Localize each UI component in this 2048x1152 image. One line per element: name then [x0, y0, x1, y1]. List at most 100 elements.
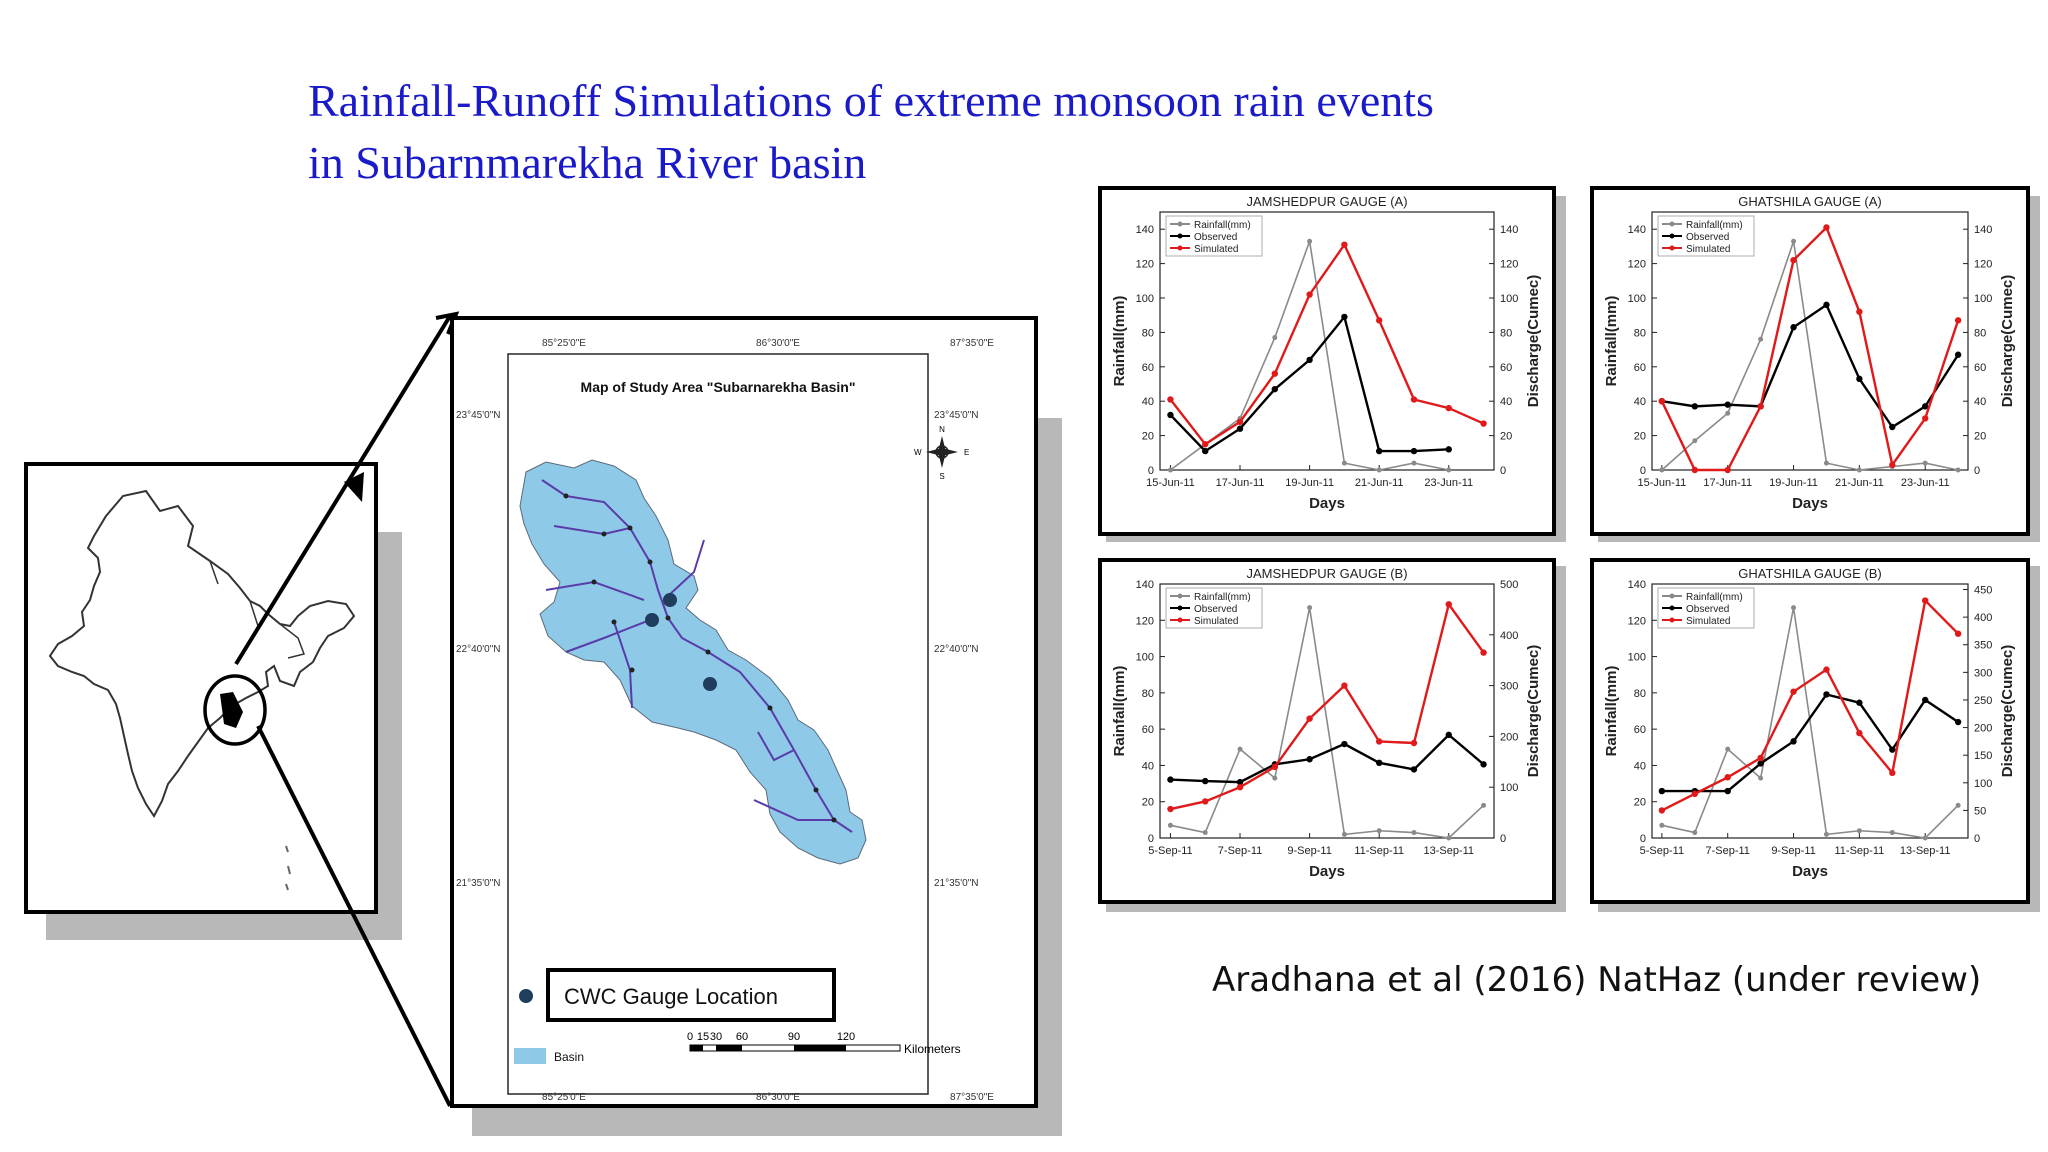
data-point [1307, 605, 1313, 611]
y2-tick-label: 0 [1500, 833, 1506, 845]
x-tick-label: 13-Sep-11 [1423, 845, 1474, 857]
y-tick-label: 140 [1628, 579, 1646, 591]
y-tick-label: 0 [1148, 465, 1154, 477]
data-point [1725, 746, 1731, 752]
data-point [1659, 822, 1665, 828]
data-point [1758, 775, 1764, 781]
data-point [1955, 802, 1961, 808]
series-line-simulated [1170, 601, 1485, 811]
legend-label: Rainfall(mm) [1686, 592, 1743, 603]
data-point [1757, 403, 1764, 410]
data-point [1445, 404, 1452, 412]
data-point [1202, 830, 1208, 836]
x-tick-label: 13-Sep-11 [1900, 845, 1951, 857]
lat-left-3: 21°35'0"N [456, 878, 501, 889]
lat-right-1: 23°45'0"N [934, 410, 979, 421]
data-point [1954, 317, 1962, 324]
data-point [1856, 467, 1862, 473]
data-point [1167, 776, 1174, 783]
x-tick-label: 21-Jun-11 [1835, 477, 1884, 489]
data-point [1954, 351, 1962, 358]
y-tick-label: 60 [1634, 362, 1646, 374]
y2-tick-label: 500 [1500, 579, 1518, 591]
legend-label: Observed [1194, 232, 1237, 243]
svg-text:120: 120 [837, 1031, 855, 1043]
legend-marker [1177, 617, 1183, 623]
data-point [1202, 777, 1209, 785]
x-axis-label: Days [1792, 495, 1828, 512]
state-lines [209, 560, 305, 659]
y2-tick-label: 0 [1500, 465, 1506, 477]
data-point [1480, 761, 1487, 768]
data-point [1889, 769, 1896, 777]
data-point [1790, 688, 1797, 695]
plot-area [1651, 583, 1969, 839]
data-point [1922, 696, 1929, 704]
data-point [1856, 308, 1863, 315]
data-point [1724, 774, 1731, 781]
data-point [1954, 718, 1962, 726]
data-point [1272, 335, 1278, 341]
data-point [1341, 682, 1348, 689]
y2-tick-label: 100 [1974, 293, 1992, 305]
chart-title: JAMSHEDPUR GAUGE (B) [1246, 566, 1407, 581]
data-point [1341, 740, 1348, 748]
svg-text:S: S [939, 472, 944, 481]
x-tick-label: 9-Sep-11 [1287, 845, 1331, 857]
data-point [1306, 291, 1313, 298]
svg-text:60: 60 [736, 1031, 748, 1043]
lon-bottom-1: 85°25'0"E [542, 1092, 586, 1103]
legend-marker [1669, 593, 1675, 599]
plot-area [1159, 211, 1495, 471]
data-point [1411, 830, 1417, 836]
gauge-markers [645, 593, 717, 691]
svg-text:Kilometers: Kilometers [904, 1042, 961, 1056]
x-tick-label: 5-Sep-11 [1148, 845, 1192, 857]
data-point [1823, 666, 1830, 673]
data-point [1856, 729, 1863, 737]
data-point [1856, 828, 1862, 834]
data-point [1757, 760, 1764, 767]
data-point [1758, 336, 1764, 342]
y2-tick-label: 300 [1974, 667, 1992, 679]
legend-marker [1669, 221, 1675, 227]
data-point [1411, 460, 1417, 466]
data-point [1889, 830, 1895, 836]
legend-marker [1177, 593, 1183, 599]
data-point [1480, 649, 1487, 656]
legend-marker [1177, 221, 1183, 227]
lat-right-3: 21°35'0"N [934, 878, 979, 889]
data-point [1306, 715, 1313, 722]
y-tick-label: 120 [1136, 259, 1154, 271]
legend-marker [1669, 617, 1675, 623]
data-point [1167, 822, 1173, 828]
data-point [1236, 778, 1244, 786]
chart-title: JAMSHEDPUR GAUGE (A) [1246, 194, 1407, 209]
data-point [1658, 787, 1666, 795]
lat-left-1: 23°45'0"N [456, 410, 501, 421]
series-line-simulated [1660, 225, 1960, 472]
y-tick-label: 40 [1142, 396, 1154, 408]
y-tick-label: 80 [1142, 327, 1154, 339]
y-tick-label: 80 [1142, 688, 1154, 700]
map-title: Map of Study Area "Subarnarekha Basin" [581, 379, 856, 395]
svg-text:30: 30 [710, 1031, 722, 1043]
data-point [1167, 805, 1174, 813]
data-point [1954, 630, 1962, 637]
y-tick-label: 60 [1634, 724, 1646, 736]
data-point [1658, 398, 1666, 405]
data-point [1791, 238, 1797, 244]
y2-tick-label: 150 [1974, 750, 1992, 762]
y2-tick-label: 250 [1974, 695, 1992, 707]
data-point [1271, 370, 1279, 377]
x-tick-label: 11-Sep-11 [1354, 845, 1404, 857]
y-tick-label: 40 [1142, 760, 1154, 772]
x-tick-label: 7-Sep-11 [1705, 845, 1749, 857]
data-point [1922, 403, 1929, 410]
svg-text:90: 90 [788, 1031, 800, 1043]
y2-tick-label: 20 [1500, 431, 1512, 443]
y-tick-label: 80 [1634, 327, 1646, 339]
compass-icon: N S E W [914, 425, 969, 481]
plot-area [1651, 211, 1969, 471]
data-point [1202, 447, 1209, 455]
